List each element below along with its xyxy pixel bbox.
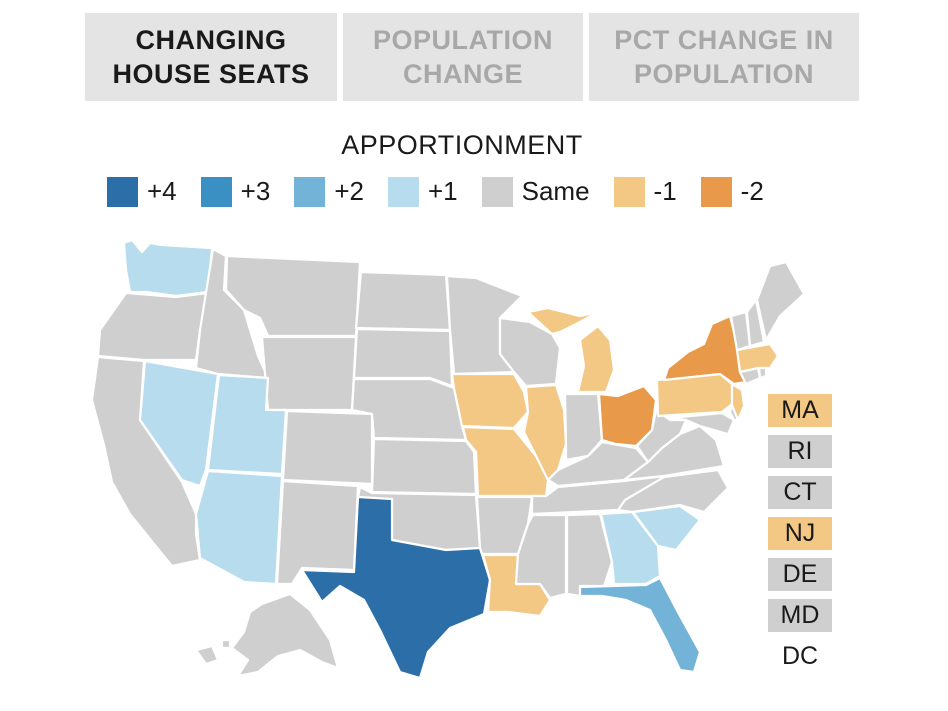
legend-swatch [613,176,645,207]
state-wa[interactable] [122,238,214,298]
state-hi[interactable] [194,638,232,666]
legend-label: Same [521,176,590,206]
tab-population-change[interactable]: POPULATION CHANGE [343,13,583,101]
legend-swatch [481,176,513,207]
legend-item-same: Same [481,176,590,207]
tab-pct-change-in-population[interactable]: PCT CHANGE IN POPULATION [589,13,859,101]
legend-item-minus2: -2 [700,176,764,207]
state-md[interactable] [668,411,736,436]
legend-item-plus1: +1 [387,176,458,207]
small-state-box-ri[interactable]: RI [768,435,832,468]
state-nh[interactable] [745,298,766,348]
state-nd[interactable] [354,270,452,332]
small-state-box-md[interactable]: MD [768,599,832,632]
state-az[interactable] [194,469,284,586]
small-state-box-nj[interactable]: NJ [768,517,832,550]
legend-label: +2 [334,176,364,206]
legend-swatch [387,176,419,207]
legend-title: APPORTIONMENT [341,130,583,160]
state-fl[interactable] [578,576,702,674]
state-sd[interactable] [352,327,454,388]
legend-label: -1 [653,176,677,206]
legend-swatch [107,176,138,207]
state-me[interactable] [755,260,806,342]
small-state-box-ct[interactable]: CT [768,476,832,509]
state-nc[interactable] [616,468,730,514]
tab-bar: CHANGING HOUSE SEATS POPULATION CHANGE P… [85,13,859,101]
state-ak[interactable] [230,592,340,678]
state-ma[interactable] [735,342,780,374]
legend-item-plus3: +3 [200,176,271,207]
state-mt[interactable] [224,254,362,338]
state-tx[interactable] [300,495,492,680]
legend-item-minus1: -1 [613,176,677,207]
state-id[interactable] [194,247,270,380]
legend-label: +1 [427,176,458,206]
legend-label: +3 [240,176,271,206]
legend-label: -2 [740,176,764,206]
small-state-box-ma[interactable]: MA [768,394,832,427]
state-ks[interactable] [370,437,478,496]
legend-item-plus4: +4 [107,176,177,207]
legend-swatch [200,176,232,207]
legend-item-plus2: +2 [294,176,364,207]
state-nj[interactable] [730,382,746,422]
small-state-box-dc[interactable]: DC [781,642,819,670]
state-ia[interactable] [450,372,530,430]
state-co[interactable] [281,409,374,486]
legend: +4 +3 +2 +1 Same -1 -2 [107,176,788,207]
state-nm[interactable] [275,479,360,586]
legend-swatch [700,176,732,207]
small-state-box-de[interactable]: DE [768,558,832,591]
legend-swatch [294,176,326,207]
state-or[interactable] [96,291,210,362]
tab-changing-house-seats[interactable]: CHANGING HOUSE SEATS [85,13,337,101]
small-states-list: MA RI CT NJ DE MD DC [768,394,832,681]
state-mi[interactable] [526,306,616,394]
state-wy[interactable] [260,335,358,412]
legend-label: +4 [147,176,177,206]
